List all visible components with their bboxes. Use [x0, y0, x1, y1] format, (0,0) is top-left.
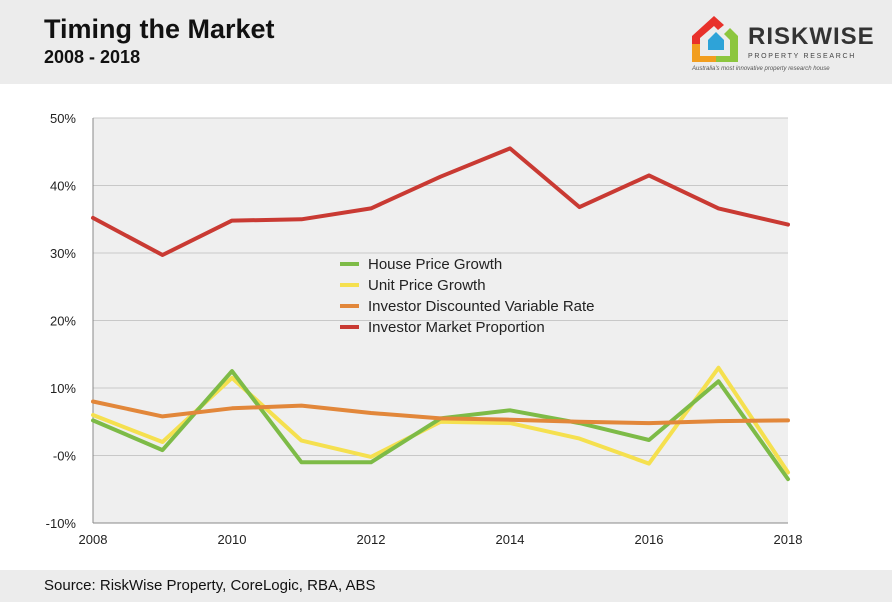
logo-subtitle: PROPERTY RESEARCH — [748, 53, 856, 60]
chart-title: Timing the Market — [44, 14, 275, 44]
x-tick-label: 2008 — [79, 532, 108, 547]
x-tick-label: 2014 — [496, 532, 525, 547]
x-tick-label: 2016 — [635, 532, 664, 547]
y-tick-label: -0% — [53, 449, 77, 464]
logo-segment-blue — [708, 32, 724, 50]
chart-subtitle: 2008 - 2018 — [44, 47, 141, 67]
riskwise-logo: RISKWISE PROPERTY RESEARCH Australia's m… — [688, 10, 878, 76]
y-tick-label: 20% — [50, 314, 76, 329]
x-tick-label: 2010 — [218, 532, 247, 547]
logo-tagline: Australia's most innovative property res… — [692, 66, 830, 72]
y-tick-label: 30% — [50, 246, 76, 261]
source-note: Source: RiskWise Property, CoreLogic, RB… — [44, 577, 376, 594]
x-tick-label: 2018 — [774, 532, 803, 547]
logo-segment-red — [692, 16, 724, 44]
y-tick-label: 50% — [50, 111, 76, 126]
logo-wordmark: RISKWISE — [748, 23, 875, 50]
line-chart: 50% 40% 30% 20% 10% -0% -10%2008 2010 2012 2014 20… — [46, 111, 803, 547]
logo-segment-green — [716, 28, 738, 62]
y-tick-label: 10% — [50, 381, 76, 396]
logo-segment-orange — [692, 44, 716, 62]
x-tick-label: 2012 — [357, 532, 386, 547]
legend-label: Investor Market Proportion — [368, 319, 545, 336]
chart-area: 50% 40% 30% 20% 10% -0% -10% 2008 2010 2012 2014 20… — [0, 84, 892, 570]
legend-label: House Price Growth — [368, 256, 502, 273]
y-tick-label: -10% — [46, 516, 77, 531]
legend-label: Unit Price Growth — [368, 277, 486, 294]
house-logo-icon — [692, 16, 738, 62]
series-line-investor-market-proportion — [91, 146, 790, 257]
footer-banner: Source: RiskWise Property, CoreLogic, RB… — [0, 570, 892, 602]
series-line-investor-discounted-variable-rate — [91, 399, 790, 426]
legend-label: Investor Discounted Variable Rate — [368, 298, 595, 315]
y-tick-label: 40% — [50, 179, 76, 194]
header-banner: Timing the Market 2008 - 2018 RISKWISE P… — [0, 0, 892, 84]
